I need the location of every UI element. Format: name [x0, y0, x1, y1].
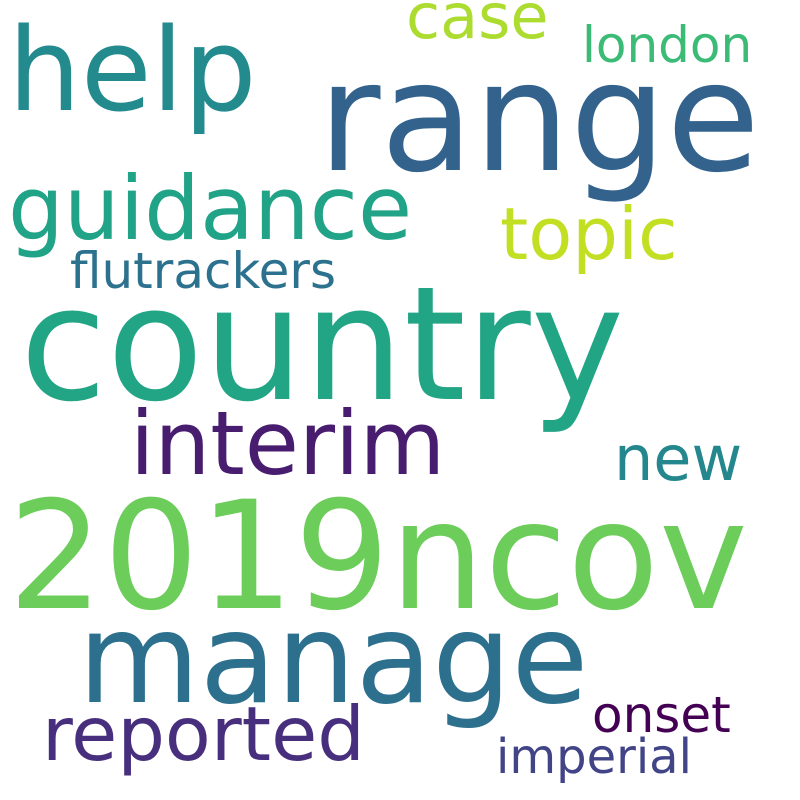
word-imperial: imperial: [496, 729, 692, 785]
word-topic: topic: [500, 192, 678, 276]
word-new: new: [614, 422, 743, 495]
word-interim: interim: [130, 392, 446, 495]
word-help: help: [8, 4, 257, 138]
word-london: london: [582, 16, 753, 74]
word-reported: reported: [42, 690, 365, 778]
word-guidance: guidance: [8, 157, 413, 260]
word-flutrackers: flutrackers: [70, 242, 337, 300]
word-onset: onset: [592, 686, 731, 744]
word-manage: manage: [78, 587, 589, 732]
word-range: range: [318, 29, 760, 206]
word-country: country: [20, 253, 625, 437]
word-2019ncov: 2019ncov: [8, 470, 748, 644]
word-case: case: [406, 0, 549, 53]
